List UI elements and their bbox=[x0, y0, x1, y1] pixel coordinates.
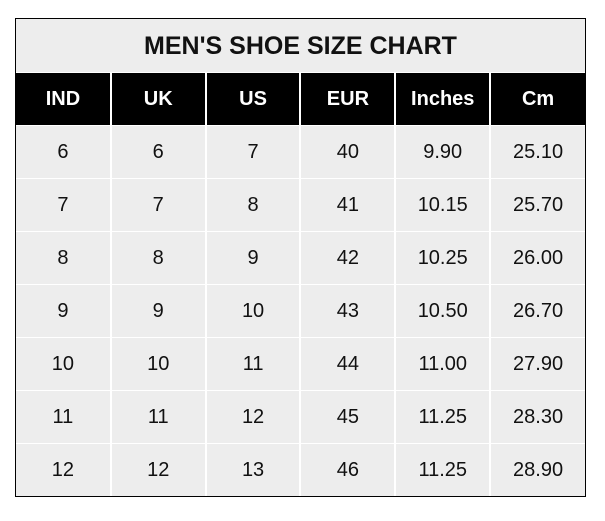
table-cell: 10 bbox=[204, 284, 301, 338]
column-header: US bbox=[204, 73, 301, 126]
table-row: 11 11 12 45 11.25 28.30 bbox=[16, 390, 585, 444]
table-cell: 41 bbox=[299, 178, 396, 232]
table-cell: 10.50 bbox=[394, 284, 491, 338]
table-row: 9 9 10 43 10.50 26.70 bbox=[16, 284, 585, 338]
table-row: 12 12 13 46 11.25 28.90 bbox=[16, 443, 585, 496]
table-cell: 43 bbox=[299, 284, 396, 338]
table-cell: 42 bbox=[299, 231, 396, 285]
table-cell: 11.25 bbox=[394, 443, 491, 496]
table-row: 6 6 7 40 9.90 25.10 bbox=[16, 125, 585, 179]
table-cell: 10 bbox=[16, 337, 111, 391]
table-cell: 11.00 bbox=[394, 337, 491, 391]
table-cell: 40 bbox=[299, 125, 396, 179]
table-cell: 6 bbox=[16, 125, 111, 179]
table-cell: 12 bbox=[204, 390, 301, 444]
table-cell: 10 bbox=[109, 337, 206, 391]
table-cell: 9 bbox=[16, 284, 111, 338]
table-cell: 9 bbox=[204, 231, 301, 285]
table-cell: 8 bbox=[109, 231, 206, 285]
table-cell: 12 bbox=[16, 443, 111, 496]
chart-title: MEN'S SHOE SIZE CHART bbox=[16, 19, 585, 73]
table-cell: 25.10 bbox=[489, 125, 585, 179]
table-cell: 11.25 bbox=[394, 390, 491, 444]
table-cell: 26.70 bbox=[489, 284, 585, 338]
table-cell: 11 bbox=[204, 337, 301, 391]
table-cell: 8 bbox=[16, 231, 111, 285]
table-row: 7 7 8 41 10.15 25.70 bbox=[16, 178, 585, 232]
table-row: 10 10 11 44 11.00 27.90 bbox=[16, 337, 585, 391]
table-cell: 13 bbox=[204, 443, 301, 496]
table-row: 8 8 9 42 10.25 26.00 bbox=[16, 231, 585, 285]
column-header: UK bbox=[109, 73, 206, 126]
table-cell: 6 bbox=[109, 125, 206, 179]
size-chart: MEN'S SHOE SIZE CHART IND UK US EUR Inches Cm… bbox=[15, 18, 586, 497]
column-header: Cm bbox=[489, 73, 585, 126]
table-cell: 11 bbox=[109, 390, 206, 444]
column-header: IND bbox=[16, 73, 111, 126]
table-cell: 10.15 bbox=[394, 178, 491, 232]
table-cell: 27.90 bbox=[489, 337, 585, 391]
table-cell: 28.90 bbox=[489, 443, 585, 496]
table-cell: 28.30 bbox=[489, 390, 585, 444]
table-cell: 7 bbox=[204, 125, 301, 179]
table-cell: 25.70 bbox=[489, 178, 585, 232]
header-row: IND UK US EUR Inches Cm bbox=[16, 73, 585, 126]
table-cell: 7 bbox=[16, 178, 111, 232]
table-cell: 10.25 bbox=[394, 231, 491, 285]
table-cell: 9.90 bbox=[394, 125, 491, 179]
table-cell: 8 bbox=[204, 178, 301, 232]
table-cell: 12 bbox=[109, 443, 206, 496]
table-cell: 9 bbox=[109, 284, 206, 338]
column-header: EUR bbox=[299, 73, 396, 126]
table-cell: 26.00 bbox=[489, 231, 585, 285]
table-cell: 45 bbox=[299, 390, 396, 444]
table-cell: 7 bbox=[109, 178, 206, 232]
table-cell: 46 bbox=[299, 443, 396, 496]
table-cell: 11 bbox=[16, 390, 111, 444]
size-table: IND UK US EUR Inches Cm 6 6 7 40 9.90 25.10 7 7 8 41 10… bbox=[16, 73, 585, 496]
table-cell: 44 bbox=[299, 337, 396, 391]
column-header: Inches bbox=[394, 73, 491, 126]
